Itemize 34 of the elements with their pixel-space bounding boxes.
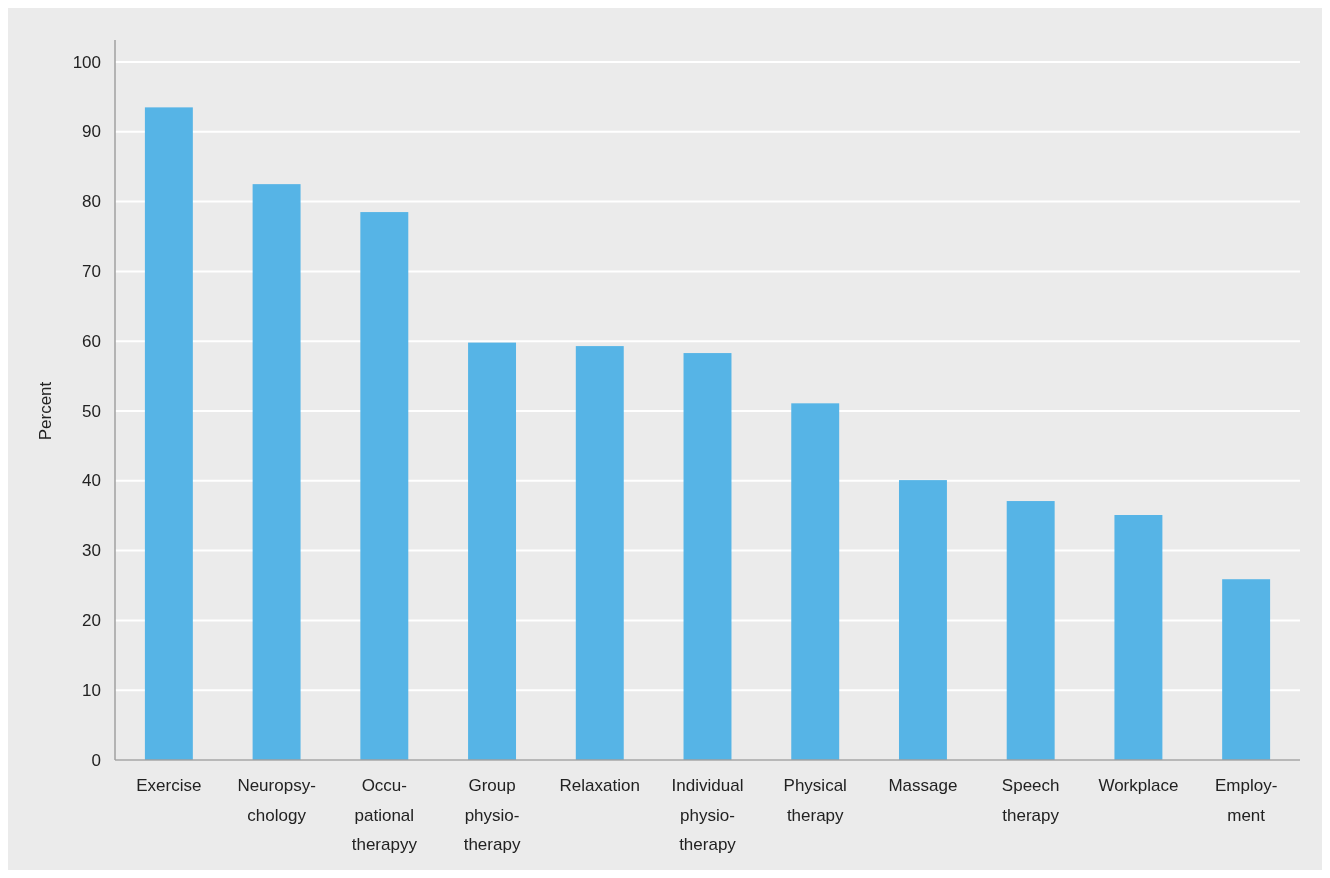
bar (144, 107, 193, 760)
x-tick-label: Physical therapy (783, 776, 847, 825)
bar (683, 353, 732, 760)
bar (1006, 501, 1055, 760)
bar (252, 184, 301, 760)
y-tick-label: 80 (82, 192, 101, 212)
y-tick-label: 30 (82, 541, 101, 561)
bar (360, 212, 409, 760)
x-tick-label: Relaxation (559, 776, 640, 795)
y-axis-title: Percent (36, 381, 55, 441)
bar (791, 403, 840, 760)
x-tick-label: Neuropsy- chology (237, 776, 316, 825)
y-tick-label: 0 (91, 750, 101, 770)
bar (575, 346, 624, 760)
y-tick-label: 20 (82, 610, 101, 630)
x-tick-label: Workplace (1098, 776, 1179, 795)
x-tick-label: Group physio- therapy (463, 776, 521, 854)
x-tick-label: Individual physio- therapy (671, 776, 744, 854)
y-tick-label: 90 (82, 122, 101, 142)
x-tick-label: Employ- ment (1214, 776, 1278, 825)
y-tick-label: 50 (82, 401, 101, 421)
y-tick-label: 60 (82, 331, 101, 351)
x-tick-label: Massage (888, 776, 958, 795)
x-tick-label: Occu- pational therapyy (351, 776, 418, 854)
y-tick-label: 70 (82, 261, 101, 281)
y-tick-label: 10 (82, 680, 101, 700)
x-tick-label: Exercise (136, 776, 202, 795)
bar (1114, 515, 1163, 760)
bar (898, 480, 947, 760)
bar (1222, 579, 1271, 760)
y-tick-label: 100 (72, 52, 101, 72)
y-tick-label: 40 (82, 471, 101, 491)
bar (468, 342, 517, 760)
x-tick-label: Speech therapy (1001, 776, 1060, 825)
